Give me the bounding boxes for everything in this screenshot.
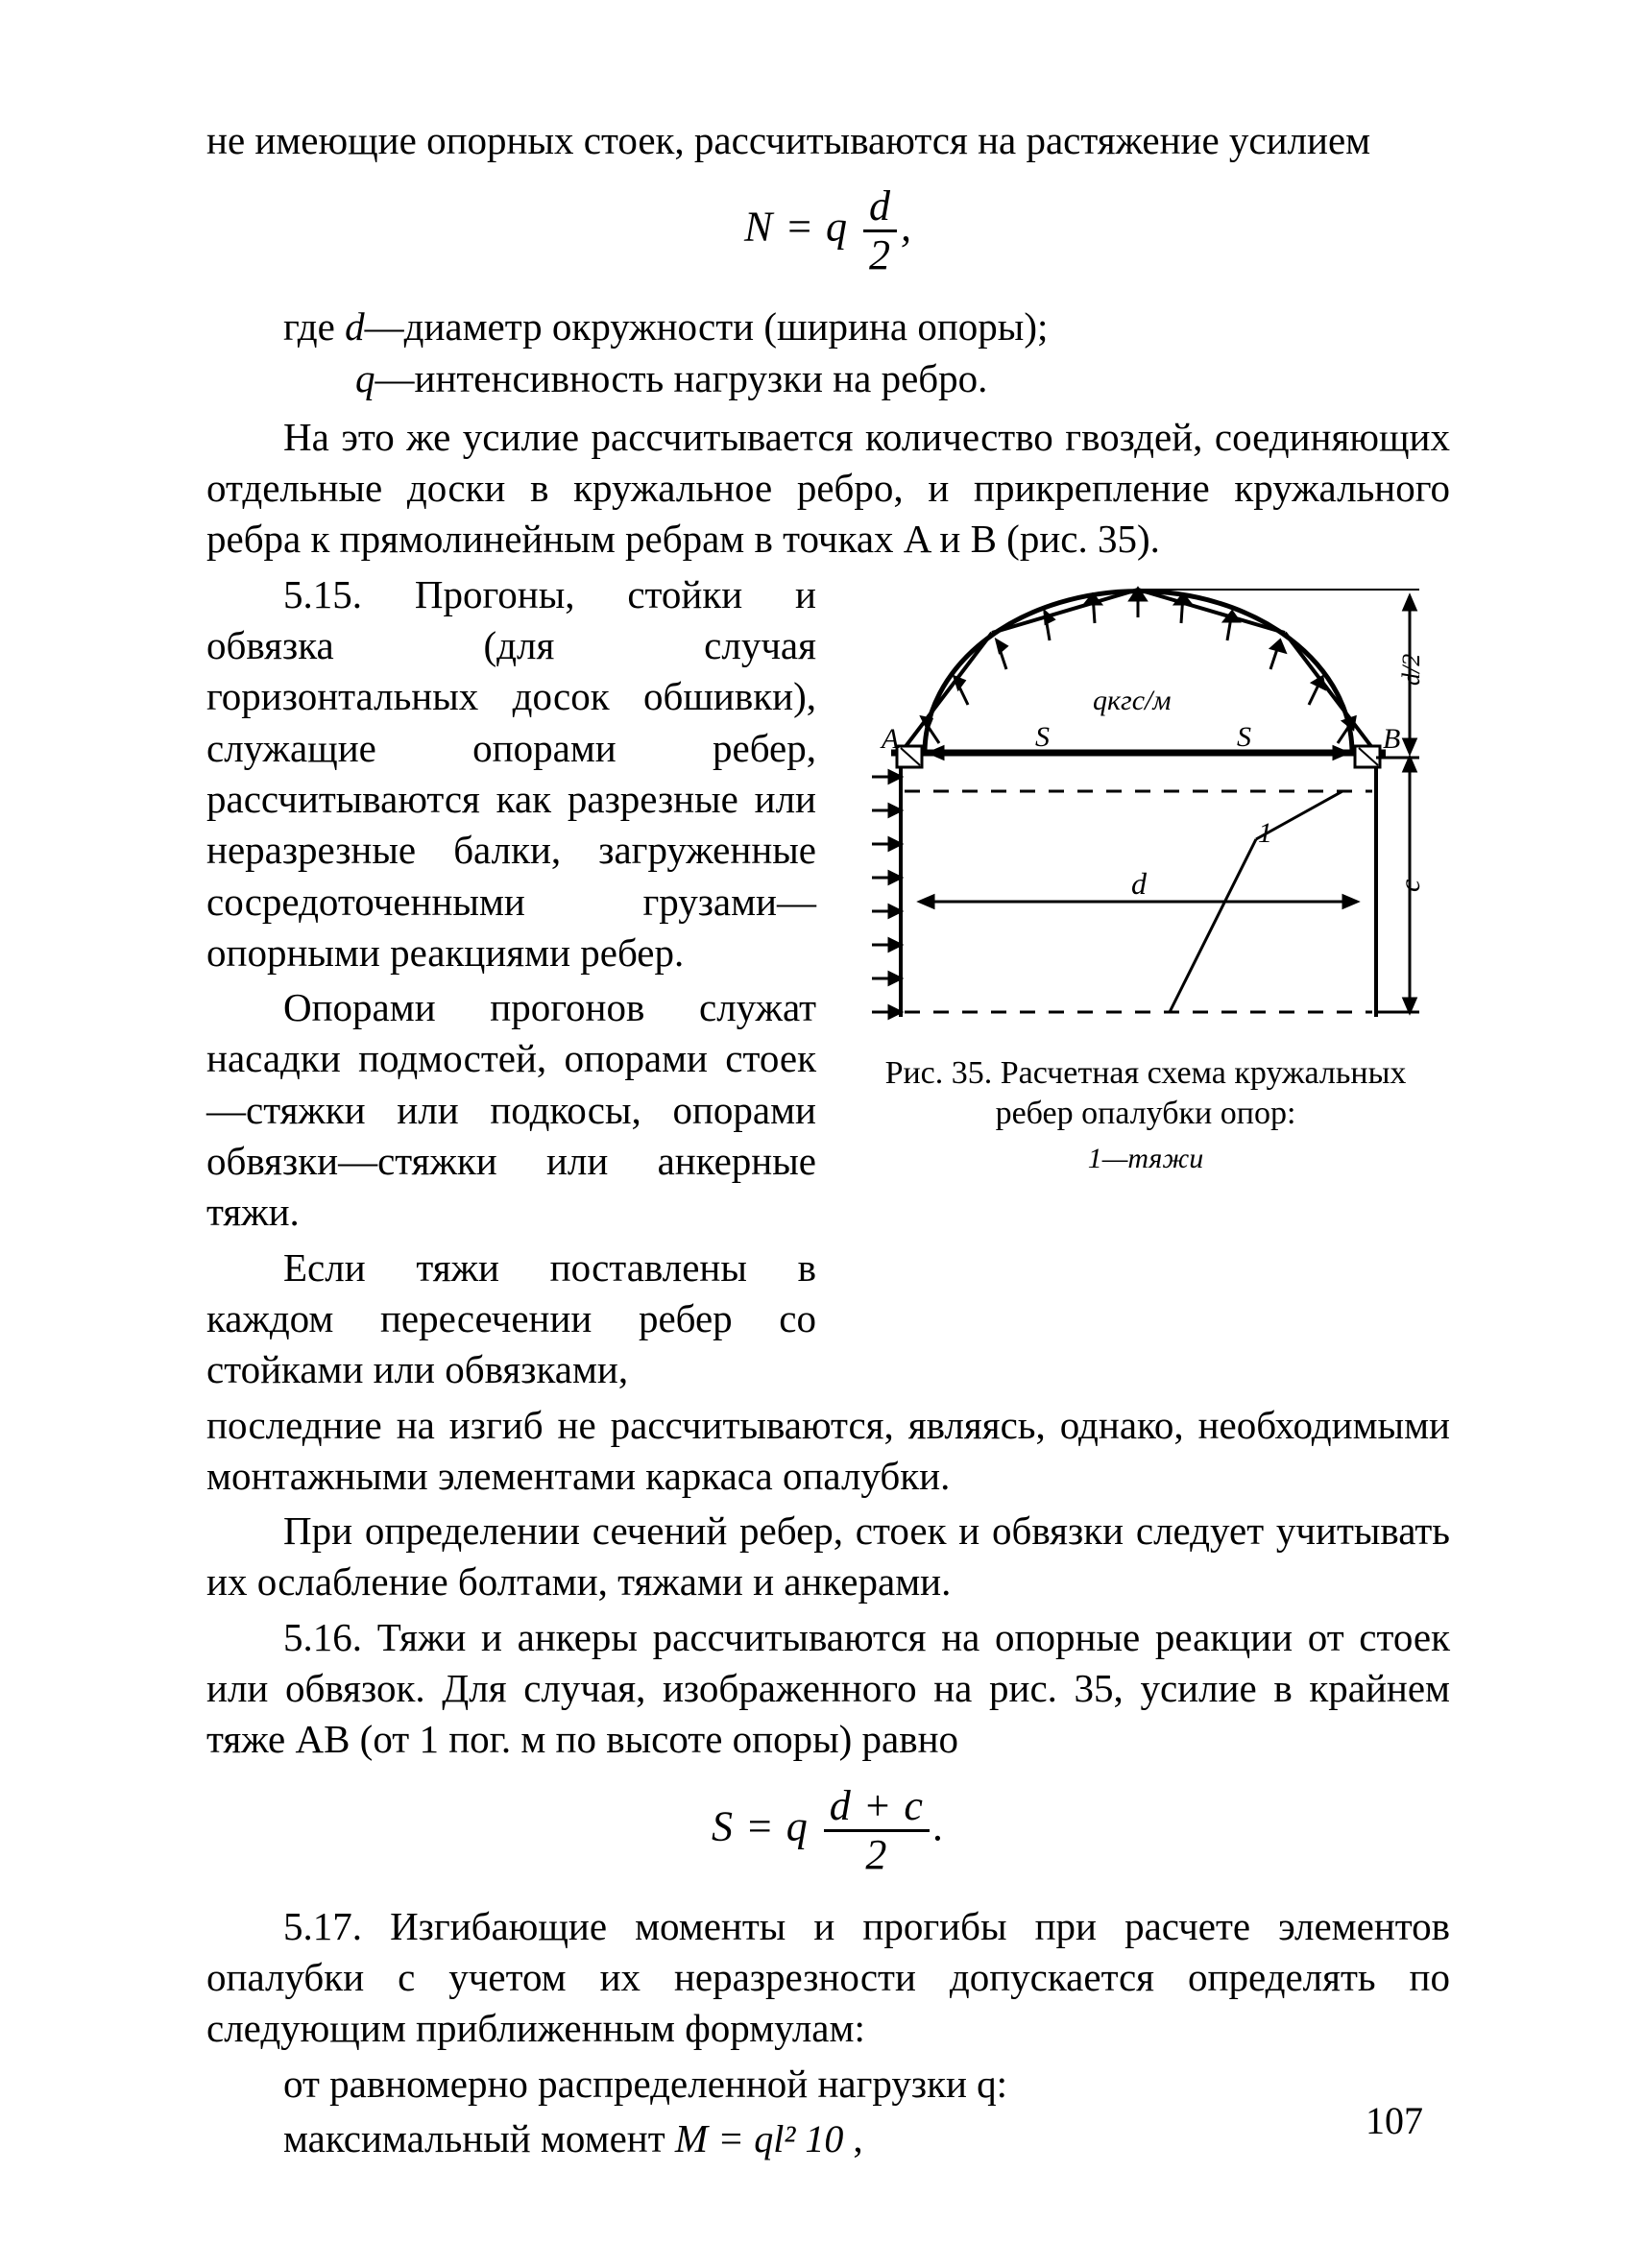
formula-S-lhs: S = q <box>712 1802 809 1849</box>
formula-N-den: 2 <box>863 232 897 277</box>
two-column-block: 5.15. Прогоны, стойки и обвязка (для слу… <box>206 569 1450 1400</box>
caption-line2: 1—тяжи <box>843 1141 1448 1177</box>
formula-N-frac: d 2 <box>863 185 897 277</box>
paragraph-7: При определении сечений ребер, стоек и о… <box>206 1506 1450 1608</box>
figure-35-caption: Рис. 35. Расчетная схема кружальных ребе… <box>843 1053 1448 1177</box>
formula-M-den: 10 <box>805 2117 843 2160</box>
paragraph-10: от равномерно распределенной нагрузки q: <box>206 2059 1450 2110</box>
page-number: 107 <box>1366 2098 1423 2143</box>
formula-S: S = q d + c 2 . <box>206 1785 1450 1876</box>
paragraph-9: 5.17. Изгибающие моменты и прогибы при р… <box>206 1901 1450 2055</box>
formula-S-tail: . <box>933 1802 945 1849</box>
paragraph-11: максимальный момент M = ql² 10 , <box>206 2113 1450 2164</box>
definition-q: q—интенсивность нагрузки на ребро. <box>206 353 1450 404</box>
def-q-sym: q <box>355 356 375 400</box>
fig-label-d2: d/2 <box>1397 654 1425 686</box>
formula-N-tail: , <box>901 204 912 251</box>
left-column: 5.15. Прогоны, стойки и обвязка (для слу… <box>206 569 816 1400</box>
p11-pre: максимальный момент <box>283 2116 675 2160</box>
paragraph-5: Если тяжи поставлены в каждом пересечени… <box>206 1243 816 1396</box>
paragraph-2: На это же усилие рассчитывается количест… <box>206 412 1450 566</box>
figure-35-svg: qкгс/м A B S S d 1 c d/2 <box>843 575 1448 1036</box>
figure-35: qкгс/м A B S S d 1 c d/2 Рис. 35. Расчет… <box>843 575 1448 1177</box>
formula-M-tail: , <box>853 2116 862 2160</box>
paragraph-4: Опорами прогонов служат насадки подмосте… <box>206 982 816 1238</box>
formula-M-lhs: M = <box>675 2116 744 2160</box>
paragraph-3: 5.15. Прогоны, стойки и обвязка (для слу… <box>206 569 816 978</box>
fig-label-S2: S <box>1237 721 1251 753</box>
def-d-sym: d <box>345 304 365 349</box>
page-content: не имеющие опорных стоек, рассчитываются… <box>206 115 1450 2168</box>
fig-label-B: B <box>1383 723 1400 755</box>
right-column: qкгс/м A B S S d 1 c d/2 Рис. 35. Расчет… <box>843 569 1448 1177</box>
paragraph-6: последние на изгиб не рассчитываются, яв… <box>206 1400 1450 1503</box>
def-d-pre: где <box>283 304 345 349</box>
fig-label-q: qкгс/м <box>1093 685 1172 716</box>
formula-N: N = q d 2 , <box>206 185 1450 277</box>
formula-M-frac: ql² 10 <box>754 2117 853 2160</box>
caption-line1: Рис. 35. Расчетная схема кружальных ребе… <box>885 1055 1407 1132</box>
definition-d: где d—диаметр окружности (ширина опоры); <box>206 302 1450 352</box>
formula-N-lhs: N = q <box>744 204 848 251</box>
formula-N-num: d <box>863 185 897 232</box>
def-q-txt: —интенсивность нагрузки на ребро. <box>375 356 988 400</box>
formula-S-num: d + c <box>824 1785 930 1832</box>
def-d-txt: —диаметр окружности (ширина опоры); <box>365 304 1049 349</box>
fig-label-d: d <box>1131 866 1148 901</box>
fig-label-S1: S <box>1035 721 1050 753</box>
fig-label-A: A <box>880 723 900 755</box>
fig-label-c: c <box>1394 879 1426 891</box>
formula-S-den: 2 <box>824 1832 930 1876</box>
formula-S-frac: d + c 2 <box>824 1785 930 1876</box>
fig-label-1: 1 <box>1258 817 1272 849</box>
paragraph-8: 5.16. Тяжи и анкеры рассчитываются на оп… <box>206 1612 1450 1766</box>
formula-M-num: ql² <box>754 2117 795 2160</box>
paragraph-1: не имеющие опорных стоек, рассчитываются… <box>206 115 1450 166</box>
